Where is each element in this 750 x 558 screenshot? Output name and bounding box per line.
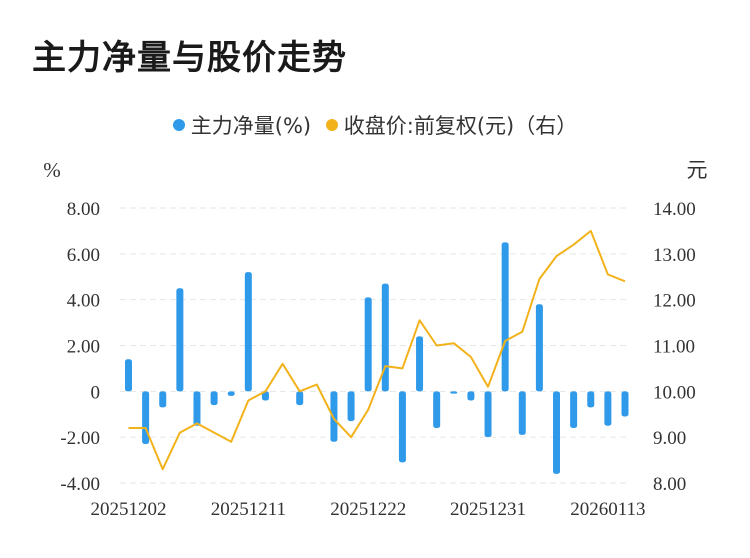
bar	[125, 359, 132, 392]
right-tick-label: 10.00	[653, 382, 696, 403]
right-tick-label: 8.00	[653, 474, 686, 495]
gridlines	[120, 207, 630, 484]
right-tick-label: 11.00	[653, 337, 695, 358]
x-tick-label: 20260113	[570, 499, 645, 520]
bar	[398, 391, 406, 463]
bar	[244, 272, 252, 392]
legend-line-label: 收盘价:前复权(元)（右）	[343, 114, 578, 138]
legend-item-line[interactable]: 收盘价:前复权(元)（右）	[325, 110, 578, 140]
left-tick-label: 8.00	[67, 199, 100, 220]
chart-title: 主力净量与股价走势	[32, 38, 347, 78]
bar	[553, 391, 561, 474]
bar	[450, 391, 458, 394]
x-tick-label: 20251202	[91, 499, 167, 520]
line-series	[128, 229, 626, 471]
left-tick-label: 6.00	[67, 245, 100, 266]
x-tick-label: 20251211	[211, 499, 286, 520]
left-tick-label: 0	[91, 382, 101, 403]
bar	[193, 391, 201, 426]
right-tick-label: 12.00	[653, 291, 696, 312]
bar	[227, 391, 235, 396]
bar	[296, 391, 304, 406]
x-axis: 20251202 20251211 20251222 20251231 20260113	[91, 499, 646, 520]
bar	[621, 391, 629, 417]
bar	[330, 391, 338, 442]
left-axis: 8.00 6.00 4.00 2.00 0 -2.00 -4.00	[60, 199, 100, 495]
bar	[587, 391, 595, 408]
left-tick-label: 2.00	[67, 337, 100, 358]
bar	[176, 288, 184, 392]
right-unit-label: 元	[687, 158, 708, 182]
bar	[381, 283, 389, 392]
bar	[535, 304, 543, 392]
legend-bar-marker	[172, 119, 185, 131]
bar	[433, 391, 441, 428]
bar	[347, 391, 355, 422]
price-line	[128, 229, 626, 471]
left-tick-label: -4.00	[60, 474, 100, 495]
left-tick-label: 4.00	[67, 291, 100, 312]
bar-series	[125, 242, 629, 474]
bar	[570, 391, 578, 428]
right-tick-label: 9.00	[653, 428, 686, 449]
legend: 主力净量(%) 收盘价:前复权(元)（右）	[0, 110, 750, 140]
bar	[364, 297, 372, 392]
bar	[159, 391, 167, 408]
bar	[484, 391, 492, 438]
left-unit-label: %	[43, 158, 61, 182]
x-tick-label: 20251222	[330, 499, 406, 520]
bar	[416, 336, 424, 392]
left-tick-label: -2.00	[60, 428, 100, 449]
x-tick-label: 20251231	[450, 499, 526, 520]
legend-bar-label: 主力净量(%)	[190, 114, 312, 138]
legend-line-marker	[325, 119, 338, 131]
bar	[518, 391, 526, 435]
bar	[261, 391, 269, 401]
bar	[604, 391, 612, 426]
bar	[210, 391, 218, 406]
bar	[467, 391, 475, 401]
bar	[501, 242, 509, 392]
right-tick-label: 13.00	[653, 245, 696, 266]
right-tick-label: 14.00	[653, 199, 696, 220]
legend-item-bar[interactable]: 主力净量(%)	[172, 110, 312, 140]
right-axis: 14.00 13.00 12.00 11.00 10.00 9.00 8.00	[653, 199, 696, 495]
